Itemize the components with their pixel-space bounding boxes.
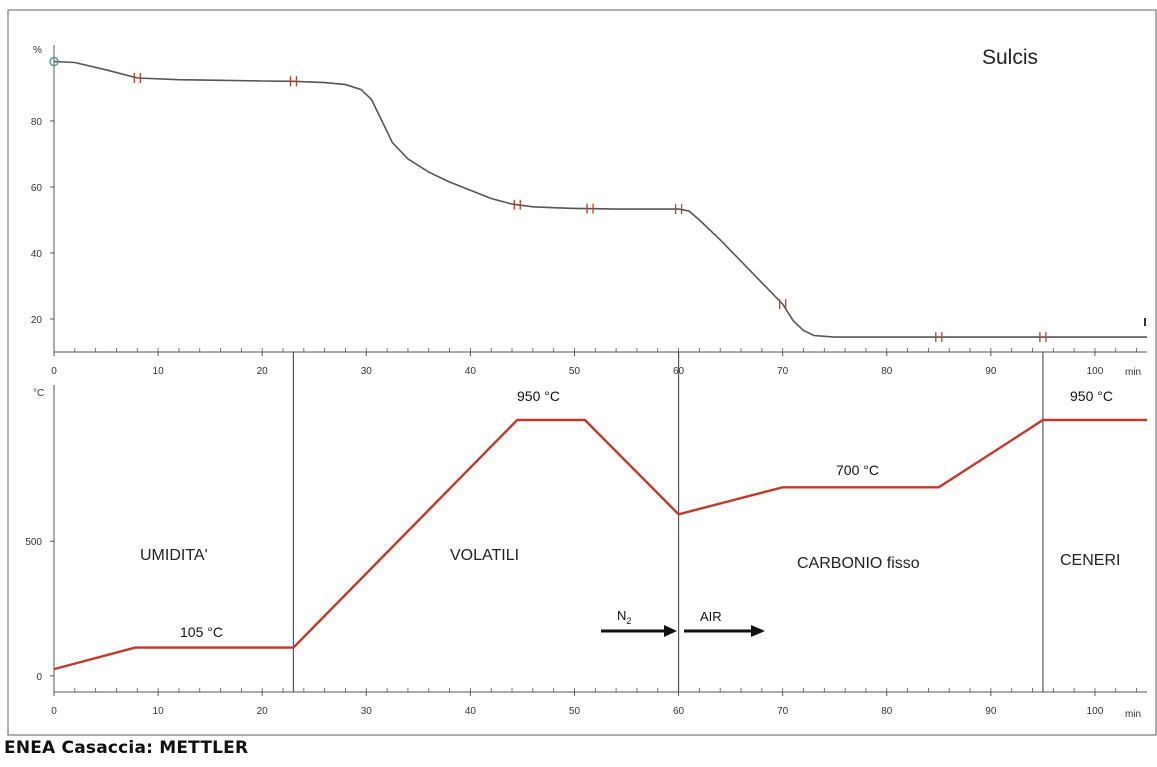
top-x-tick-label: 10	[153, 366, 165, 377]
bottom-x-tick-label: 100	[1087, 706, 1104, 717]
phase-label-carbonio-fisso: CARBONIO fisso	[797, 555, 920, 572]
phase-label-ceneri: CENERI	[1060, 552, 1120, 569]
bottom-x-unit-label: min	[1125, 709, 1141, 720]
phase-label-umidita: UMIDITA'	[140, 547, 208, 564]
mass-loss-curve	[53, 60, 1147, 338]
top-x-unit-label: min	[1125, 367, 1141, 378]
chart-frame	[7, 9, 1157, 736]
top-x-tick-label: 70	[777, 366, 789, 377]
bottom-y-tick-label: 0	[36, 672, 42, 683]
top-x-tick-label: 50	[569, 366, 581, 377]
top-y-tick-label: 80	[31, 117, 43, 128]
bottom-y-unit-label: °C	[33, 388, 44, 399]
top-y-unit-label: %	[33, 45, 42, 56]
top-x-tick-label: 20	[257, 366, 269, 377]
n2-label-subscript: 2	[626, 616, 631, 626]
bottom-x-tick-label: 20	[257, 706, 269, 717]
annotation-950c-first: 950 °C	[517, 388, 560, 404]
top-y-tick-label: 60	[31, 183, 43, 194]
top-x-tick-label: 100	[1087, 366, 1104, 377]
bottom-x-tick-label: 70	[777, 706, 789, 717]
annotation-950c-second: 950 °C	[1070, 388, 1113, 404]
bottom-x-tick-label: 50	[569, 706, 581, 717]
top-y-tick-label: 40	[31, 249, 43, 260]
top-y-tick-label: 20	[31, 315, 43, 326]
top-x-tick-label: 80	[881, 366, 893, 377]
bottom-x-tick-label: 90	[985, 706, 997, 717]
air-label: AIR	[700, 609, 722, 624]
n2-arrow-icon	[664, 625, 677, 637]
chart-title: Sulcis	[982, 46, 1038, 69]
top-x-tick-label: 40	[465, 366, 477, 377]
top-x-tick-label: 30	[361, 366, 373, 377]
bottom-x-tick-label: 40	[465, 706, 477, 717]
bottom-x-tick-label: 80	[881, 706, 893, 717]
annotation-105c: 105 °C	[180, 624, 223, 640]
phase-label-volatili: VOLATILI	[450, 547, 519, 564]
n2-label: N2	[617, 608, 631, 626]
caption: ENEA Casaccia: METTLER	[4, 738, 249, 758]
n2-label-main: N	[617, 608, 626, 623]
top-x-tick-label: 90	[985, 366, 997, 377]
start-marker	[49, 56, 59, 67]
air-arrow-icon	[751, 625, 765, 637]
temperature-program-curve	[53, 418, 1147, 671]
annotation-700c: 700 °C	[836, 462, 879, 478]
mass-loss-panel: % min Sulcis 0 10 20 30 40 50 60 70 80 90 10020406…	[31, 45, 1147, 378]
bottom-y-tick-label: 500	[25, 537, 42, 548]
bottom-x-tick-label: 30	[361, 706, 373, 717]
bottom-x-tick-label: 0	[51, 706, 57, 717]
bottom-x-tick-label: 10	[153, 706, 165, 717]
bottom-x-tick-label: 60	[673, 706, 685, 717]
top-x-tick-label: 0	[51, 366, 57, 377]
